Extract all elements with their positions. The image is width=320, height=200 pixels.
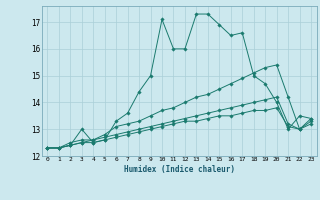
X-axis label: Humidex (Indice chaleur): Humidex (Indice chaleur) — [124, 165, 235, 174]
